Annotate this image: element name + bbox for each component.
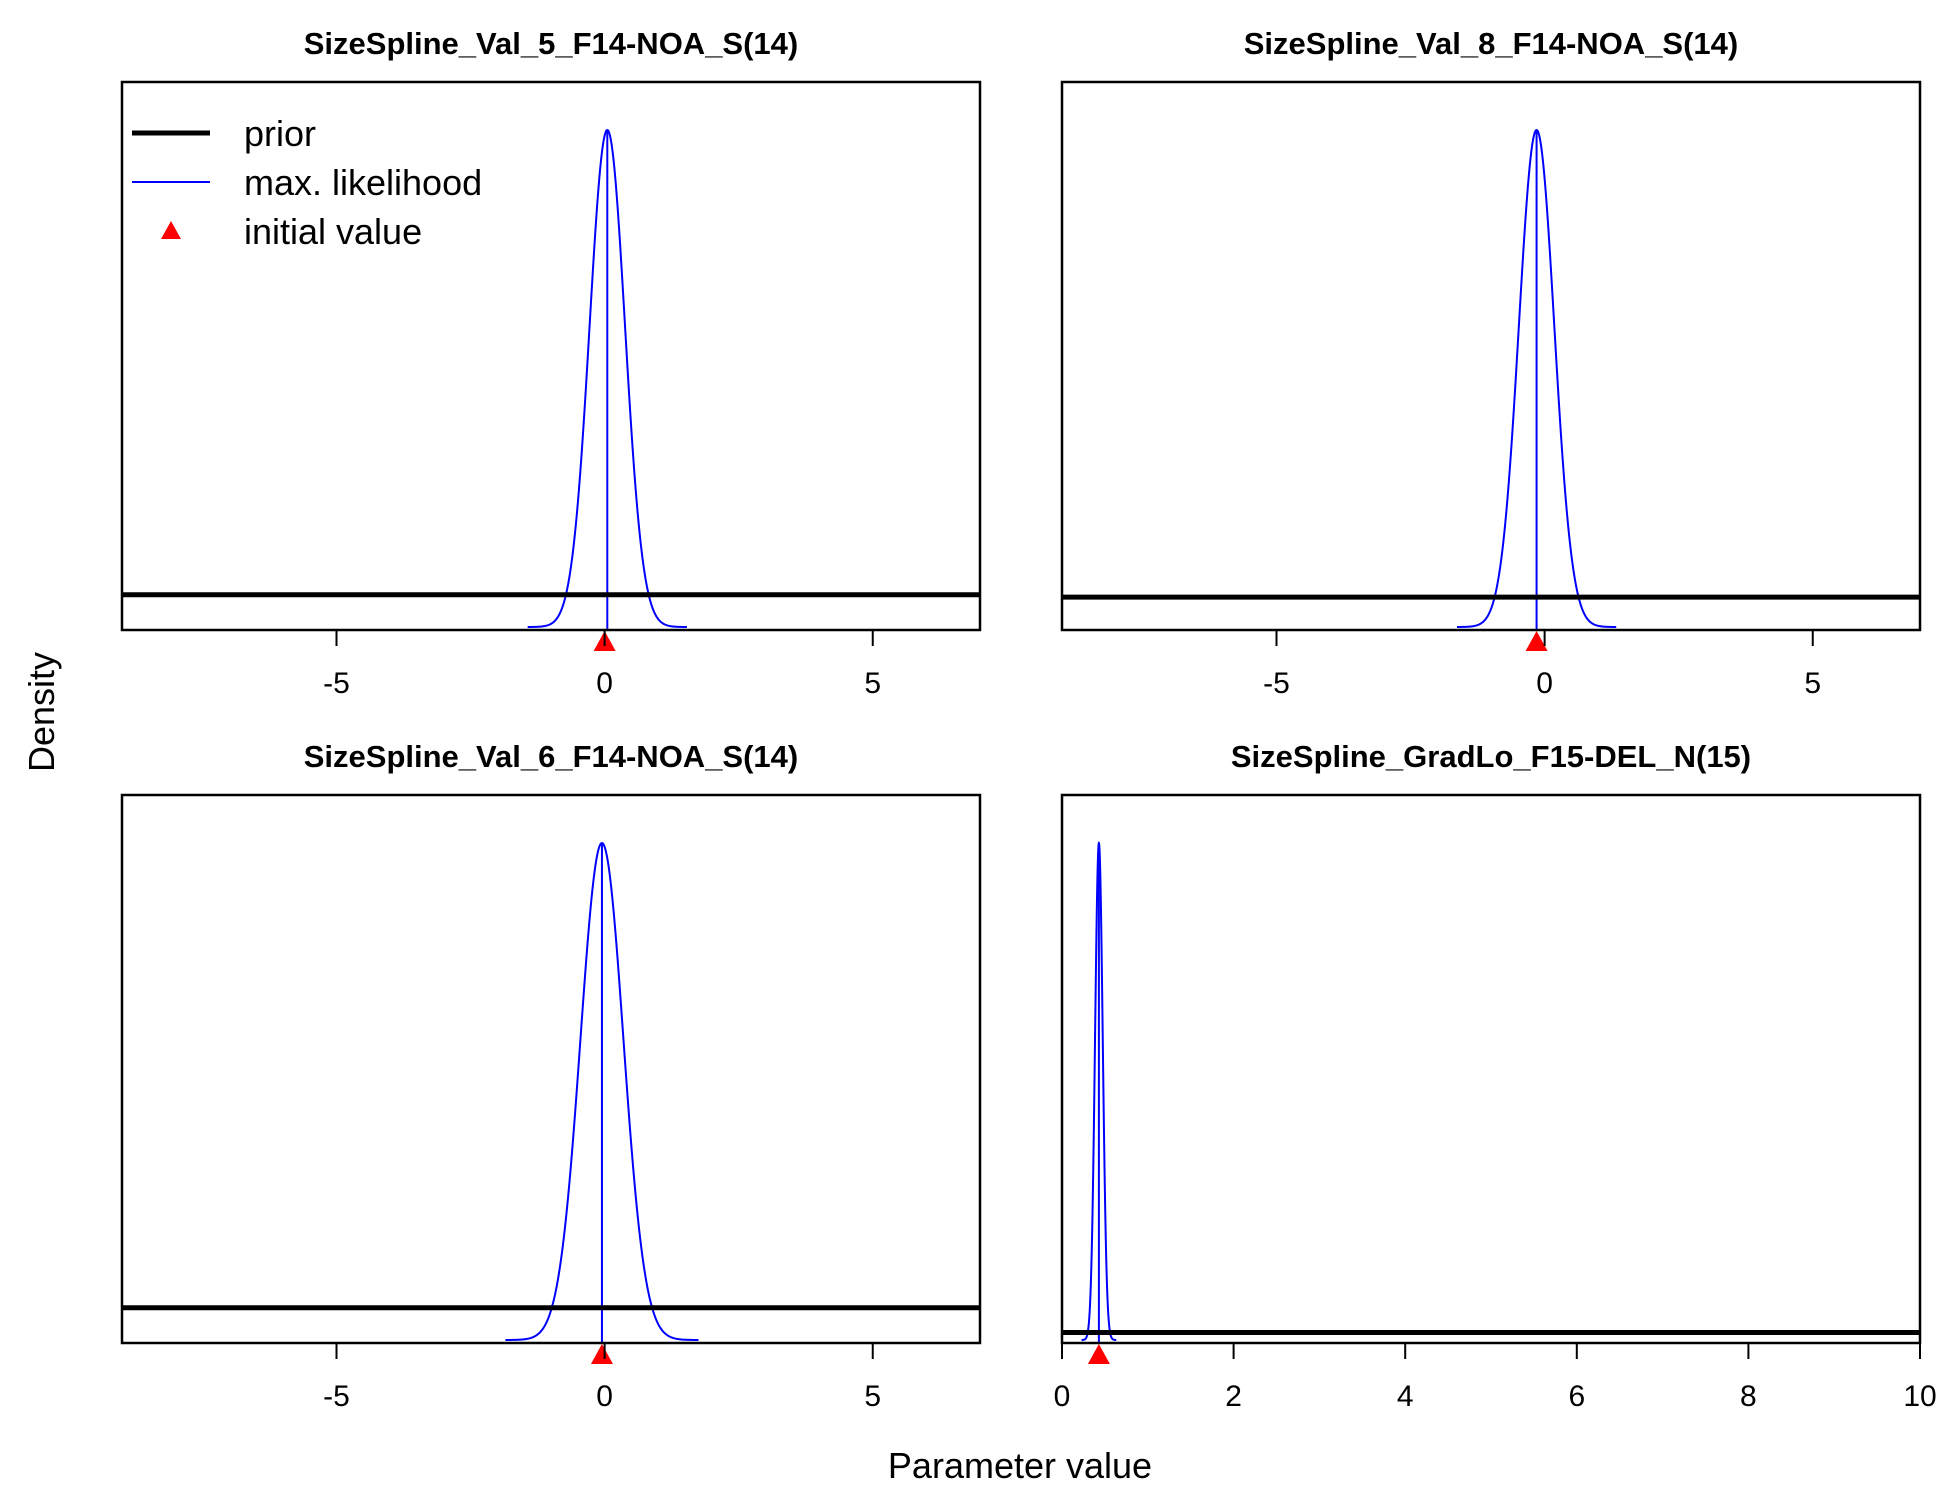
panel-1: SizeSpline_Val_5_F14-NOA_S(14) -5 0 5	[120, 26, 982, 700]
x-tick-label: 5	[1804, 667, 1821, 700]
legend-label: initial value	[244, 211, 422, 252]
x-tick-label: 8	[1740, 1380, 1757, 1413]
x-tick-label: 2	[1225, 1380, 1242, 1413]
x-tick-label: 0	[1536, 667, 1553, 700]
x-tick-label: -5	[323, 1380, 350, 1413]
x-tick-label: -5	[1263, 667, 1290, 700]
y-axis-label: Density	[21, 652, 62, 772]
legend-label: prior	[244, 113, 316, 154]
plot-frame	[120, 793, 982, 1345]
plot-frame	[1060, 793, 1922, 1345]
plot-area	[1062, 841, 1920, 1343]
initial-value-marker	[1087, 1344, 1110, 1364]
x-tick-label: 0	[1054, 1380, 1071, 1413]
legend: prior max. likelihood initial value	[132, 113, 482, 252]
x-tick-label: 0	[596, 1380, 613, 1413]
panels: SizeSpline_Val_5_F14-NOA_S(14)-5 0 5SizeSp…	[120, 26, 1937, 1413]
x-axis-label: Parameter value	[888, 1445, 1152, 1486]
x-tick-label: 10	[1903, 1380, 1936, 1413]
x-tick-label: 4	[1397, 1380, 1414, 1413]
x-tick-label: 0	[596, 667, 613, 700]
plot-frame	[120, 80, 982, 632]
panel-title: SizeSpline_Val_6_F14-NOA_S(14)	[304, 739, 799, 774]
x-tick-label: 5	[864, 1380, 881, 1413]
x-tick-label: 5	[864, 667, 881, 700]
plot-area	[122, 128, 980, 630]
plot-area	[122, 841, 980, 1343]
legend-entry: prior	[132, 113, 316, 154]
legend-entry: initial value	[161, 211, 422, 252]
legend-entry: max. likelihood	[132, 162, 482, 203]
panel-4: SizeSpline_GradLo_F15-DEL_N(15) 0 2 4 6 8 10	[1054, 739, 1937, 1413]
legend-swatch	[161, 221, 181, 239]
panel-2: SizeSpline_Val_8_F14-NOA_S(14) -5 0 5	[1060, 26, 1922, 700]
x-tick-label: -5	[323, 667, 350, 700]
plot-area	[1062, 128, 1920, 630]
initial-value-marker	[1525, 631, 1548, 651]
plot-frame	[1060, 80, 1922, 632]
panel-title: SizeSpline_Val_5_F14-NOA_S(14)	[304, 26, 799, 61]
legend-label: max. likelihood	[244, 162, 482, 203]
initial-value-marker	[590, 1344, 613, 1364]
panel-3: SizeSpline_Val_6_F14-NOA_S(14) -5 0 5	[120, 739, 982, 1413]
panel-title: SizeSpline_Val_8_F14-NOA_S(14)	[1244, 26, 1739, 61]
x-tick-label: 6	[1568, 1380, 1585, 1413]
panel-title: SizeSpline_GradLo_F15-DEL_N(15)	[1231, 739, 1751, 774]
